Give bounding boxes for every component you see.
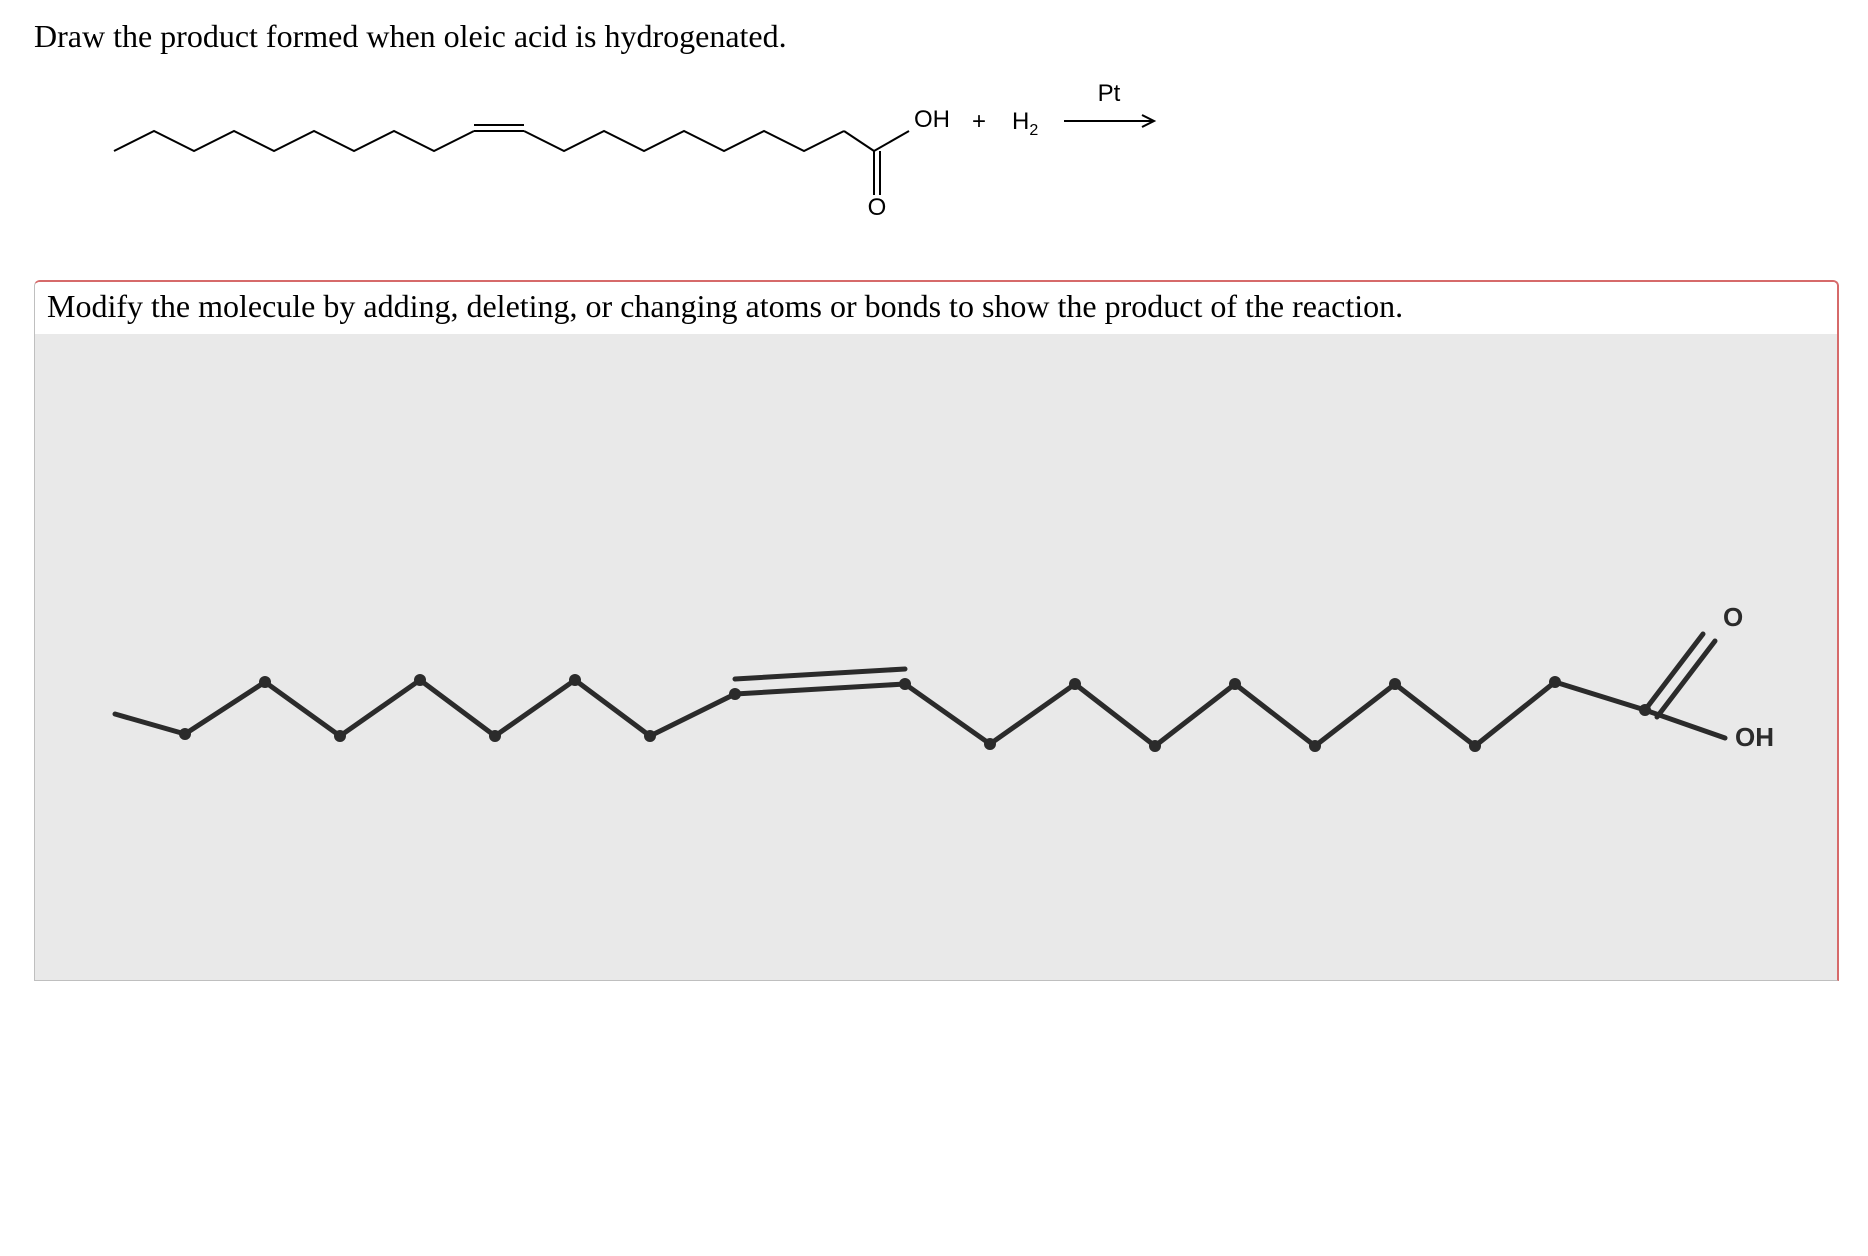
- oleic-acid-chain: [114, 125, 909, 195]
- h2-label: H2: [1012, 108, 1038, 139]
- atom-handle[interactable]: [489, 730, 501, 742]
- atom-handle[interactable]: [569, 674, 581, 686]
- atom-handle[interactable]: [1229, 678, 1241, 690]
- atom-handle[interactable]: [984, 738, 996, 750]
- atom-handle[interactable]: [1549, 676, 1561, 688]
- molecule-editor[interactable]: Modify the molecule by adding, deleting,…: [34, 280, 1839, 981]
- catalyst-label: Pt: [1098, 80, 1121, 107]
- editor-carbonyl-o[interactable]: O: [1723, 602, 1743, 632]
- atom-handle[interactable]: [259, 676, 271, 688]
- editor-canvas[interactable]: O OH: [35, 334, 1837, 980]
- atom-handle[interactable]: [334, 730, 346, 742]
- atom-handle[interactable]: [1069, 678, 1081, 690]
- atom-handle[interactable]: [1639, 704, 1651, 716]
- atom-handle[interactable]: [414, 674, 426, 686]
- atom-handle[interactable]: [729, 688, 741, 700]
- atom-handle[interactable]: [1469, 740, 1481, 752]
- atom-handle[interactable]: [644, 730, 656, 742]
- hydroxyl-label: OH: [914, 106, 950, 133]
- carbonyl-o-label: O: [868, 194, 887, 221]
- editor-hydroxyl[interactable]: OH: [1735, 722, 1774, 752]
- atom-handle[interactable]: [1389, 678, 1401, 690]
- page-title: Draw the product formed when oleic acid …: [34, 18, 1834, 55]
- plus-sign: +: [972, 108, 986, 135]
- atom-handle[interactable]: [899, 678, 911, 690]
- reaction-arrow: [1064, 115, 1154, 127]
- editor-instruction: Modify the molecule by adding, deleting,…: [35, 282, 1837, 335]
- atom-handle[interactable]: [179, 728, 191, 740]
- editable-molecule[interactable]: O OH: [115, 602, 1774, 752]
- reaction-scheme: O OH + H2 Pt: [74, 65, 1834, 240]
- atom-handle[interactable]: [1309, 740, 1321, 752]
- atom-handle[interactable]: [1149, 740, 1161, 752]
